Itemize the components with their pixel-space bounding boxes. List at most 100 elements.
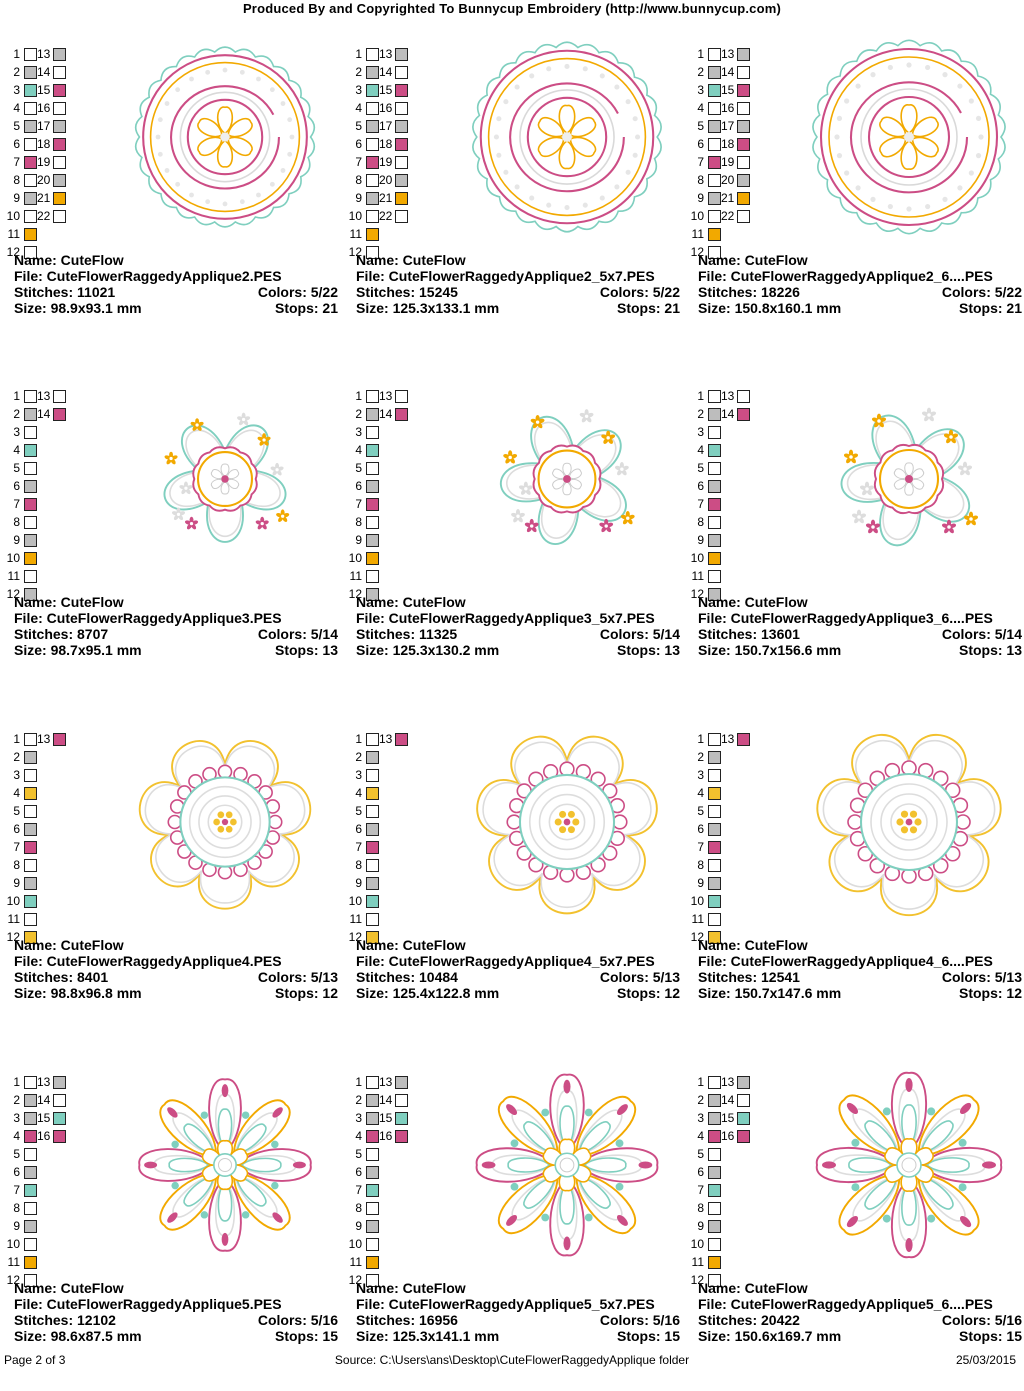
swatch-number: 3	[13, 83, 20, 97]
swatch-number: 4	[355, 786, 362, 800]
swatch-row: 11	[690, 226, 750, 244]
swatch-number: 1	[13, 47, 20, 61]
swatch-number: 13	[37, 389, 51, 403]
color-swatch	[24, 462, 37, 475]
center-petal	[914, 818, 922, 826]
small-petal	[226, 478, 240, 489]
color-swatch-list: 1 13 2 14 3 15 4 16 5 17 6 18 7 19 8 20 9 21 10 22 11 12	[6, 46, 66, 262]
color-swatch	[24, 480, 37, 493]
color-swatch	[708, 1220, 721, 1233]
swatch-row: 1 13	[348, 388, 408, 406]
design-card: 1 13 2 3 4 5 6 7 8 9 10 11 12 Name: CuteFlow File: Cut…	[349, 705, 692, 1048]
swatch-number: 2	[355, 750, 362, 764]
bead-dot	[269, 181, 275, 187]
swatch-number: 6	[355, 1165, 362, 1179]
color-swatch	[24, 588, 37, 601]
flower-center	[562, 132, 572, 142]
bead-dot	[241, 1211, 250, 1219]
bead-dot	[189, 76, 194, 82]
color-swatch	[366, 769, 379, 782]
bead-dot	[584, 1213, 593, 1222]
color-swatch	[366, 120, 379, 133]
stop-count: Stops: 15	[954, 1328, 1022, 1344]
teardrop	[616, 1214, 628, 1226]
color-count: Colors: 5/16	[595, 1312, 680, 1328]
color-swatch	[737, 733, 750, 746]
teardrop	[960, 1216, 972, 1228]
swatch-row: 5	[348, 803, 408, 821]
color-swatch	[24, 1274, 37, 1287]
stitch-count: Stitches: 11021	[14, 284, 116, 300]
swatch-number: 5	[697, 119, 704, 133]
color-swatch	[395, 66, 408, 79]
stitched-star-icon	[237, 412, 251, 426]
bead-dot	[942, 72, 948, 78]
swatch-number: 11	[349, 569, 362, 583]
bead-dot	[625, 169, 631, 175]
bead-dot	[200, 1111, 209, 1119]
color-swatch	[24, 138, 37, 151]
bead-dot	[280, 168, 286, 173]
swatch-row: 9	[690, 875, 750, 893]
bead-dot	[493, 134, 499, 140]
color-swatch	[366, 841, 379, 854]
swatch-row: 5	[690, 1146, 750, 1164]
swatch-number: 12	[348, 245, 362, 259]
flower-center	[904, 132, 914, 142]
inner-petal	[240, 1157, 282, 1173]
embroidery-design-preview	[499, 409, 635, 545]
bead-dot	[287, 117, 293, 123]
teardrop	[616, 1104, 628, 1116]
swatch-number: 11	[349, 912, 362, 926]
petal-inner-outline	[482, 741, 652, 908]
stitched-star-icon	[270, 462, 284, 476]
bead-dot	[942, 196, 948, 202]
swatch-number: 10	[690, 209, 704, 223]
color-swatch	[708, 228, 721, 241]
scallop-loop	[559, 867, 575, 883]
swatch-number: 2	[697, 407, 704, 421]
swatch-number: 5	[355, 804, 362, 818]
color-swatch	[24, 192, 37, 205]
inner-pink-ring	[526, 96, 608, 178]
swatch-number: 14	[721, 407, 735, 421]
bead-dot	[510, 1139, 519, 1148]
swatch-row: 8 20	[6, 172, 66, 190]
swatch-row: 5	[6, 803, 66, 821]
swatch-row: 12	[6, 1272, 66, 1290]
stitch-count: Stitches: 8707	[14, 626, 109, 642]
swatch-row: 12	[6, 586, 66, 604]
swatch-number: 9	[697, 876, 704, 890]
swatch-number: 2	[697, 750, 704, 764]
center-petal	[909, 826, 918, 834]
flower-petal	[537, 136, 565, 158]
swatch-row: 10	[690, 550, 750, 568]
bead-dot	[615, 1139, 624, 1148]
swatch-number: 7	[697, 840, 704, 854]
color-swatch	[24, 408, 37, 421]
swatch-number: 12	[690, 1273, 704, 1287]
color-swatch	[366, 859, 379, 872]
color-swatch	[24, 841, 37, 854]
stitch-count: Stitches: 18226	[698, 284, 800, 300]
flower-petal	[879, 136, 907, 158]
teardrop	[221, 1084, 229, 1098]
swatch-row: 9	[690, 532, 750, 550]
swatch-number: 4	[355, 101, 362, 115]
bead-dot	[164, 101, 170, 106]
outer-ring	[819, 47, 999, 227]
stop-count: Stops: 21	[954, 300, 1022, 316]
swatch-number: 1	[355, 1075, 362, 1089]
swatch-number: 13	[379, 47, 393, 61]
swatch-row: 9	[6, 532, 66, 550]
color-swatch	[737, 48, 750, 61]
color-swatch	[53, 84, 66, 97]
swatch-row: 5 17	[690, 118, 750, 136]
swatch-number: 5	[13, 1147, 20, 1161]
design-card: 1 13 2 3 4 5 6 7 8 9 10 11 12 Name: CuteFlow File: Cut…	[691, 705, 1024, 1048]
swatch-number: 4	[355, 443, 362, 457]
inner-petal	[920, 1120, 954, 1154]
swatch-number: 9	[13, 876, 20, 890]
inner-petal	[864, 1120, 898, 1154]
bead-dot	[844, 98, 850, 104]
